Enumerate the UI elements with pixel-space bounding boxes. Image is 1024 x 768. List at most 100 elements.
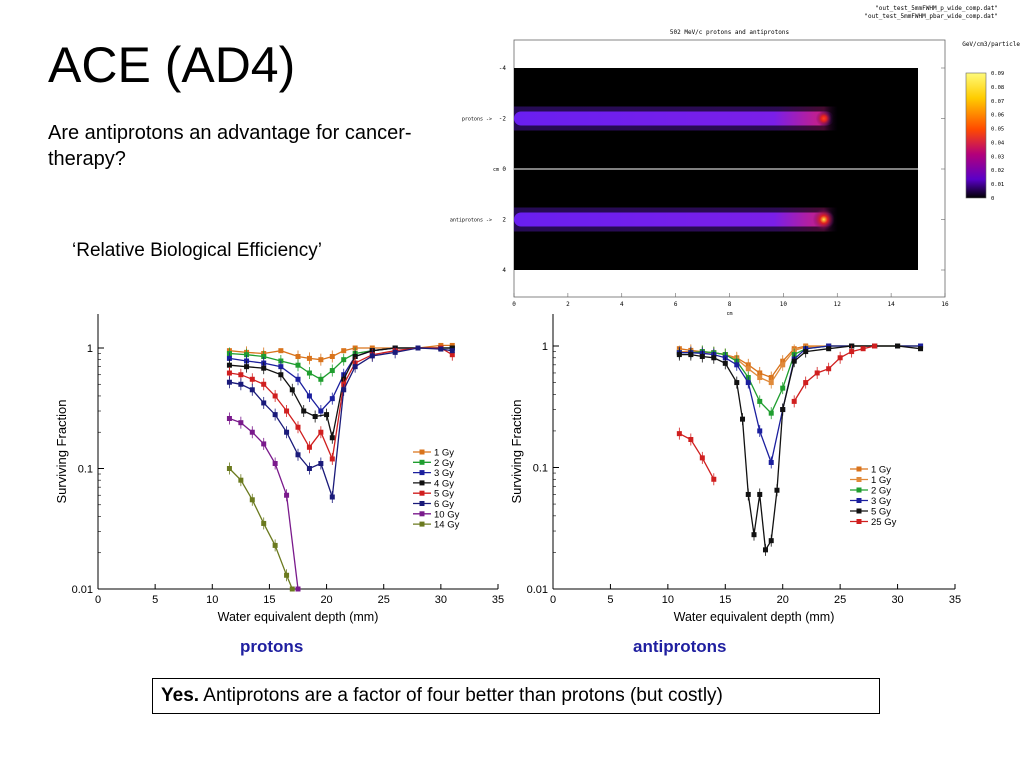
x-axis-label: Water equivalent depth (mm) — [674, 610, 835, 624]
heatmap-xtick-label: 0 — [512, 301, 516, 308]
legend-label: 3 Gy — [434, 468, 454, 479]
data-point — [318, 376, 324, 382]
data-point — [699, 353, 705, 359]
slide-subtitle: Are antiprotons an advantage for cancer-… — [48, 122, 412, 170]
data-point — [757, 375, 763, 381]
data-point — [306, 444, 312, 450]
heatmap-file-label: "out_test_5mmFWHM_p_wide_comp.dat" — [875, 5, 998, 12]
data-point — [762, 547, 768, 553]
y-tick-label: 0.1 — [78, 464, 93, 476]
caption-antiprotons: antiprotons — [633, 637, 727, 656]
colorbar-tick-label: 0.08 — [991, 85, 1004, 91]
x-tick-label: 0 — [550, 594, 556, 606]
heatmap-file-label: "out_test_5mmFWHM_pbar_wide_comp.dat" — [864, 13, 998, 20]
data-point — [238, 477, 244, 483]
series-line — [679, 433, 715, 480]
data-point — [295, 362, 301, 368]
data-point — [699, 455, 705, 461]
data-point — [306, 466, 312, 471]
data-point — [768, 459, 774, 465]
data-point — [803, 349, 809, 355]
legend-swatch-marker — [419, 470, 425, 476]
data-point — [295, 452, 301, 458]
y-tick-label: 0.01 — [72, 584, 93, 596]
data-point — [688, 352, 694, 358]
y-tick-label: 0.01 — [527, 584, 548, 596]
data-point — [814, 370, 820, 376]
data-point — [711, 355, 717, 361]
y-tick-label: 0.1 — [533, 463, 548, 475]
data-point — [238, 372, 244, 378]
x-tick-label: 30 — [891, 594, 903, 606]
dose-heatmap: "out_test_5mmFWHM_p_wide_comp.dat""out_t… — [450, 5, 1021, 317]
heatmap-xtick-label: 4 — [620, 301, 624, 308]
data-point — [329, 368, 335, 374]
data-point — [392, 349, 398, 355]
data-point — [369, 345, 375, 351]
heatmap-title: 502 MeV/c protons and antiprotons — [670, 29, 790, 36]
legend-swatch-marker — [419, 521, 425, 527]
answer-text: Antiprotons are a factor of four better … — [199, 685, 723, 706]
data-point — [774, 487, 780, 493]
data-point — [272, 542, 278, 548]
legend-swatch-marker — [856, 466, 862, 472]
caption-protons: protons — [240, 637, 304, 656]
legend-swatch-marker — [419, 490, 425, 496]
x-tick-label: 25 — [834, 594, 846, 606]
data-point — [740, 416, 746, 422]
data-point — [244, 364, 250, 370]
data-point — [261, 441, 267, 447]
data-point — [295, 354, 301, 360]
data-point — [306, 355, 312, 361]
data-point — [278, 372, 284, 378]
data-point — [449, 348, 455, 354]
heatmap-ytick-label: 4 — [502, 267, 506, 274]
data-point — [791, 358, 797, 364]
legend-swatch-marker — [419, 501, 425, 506]
beam-protons — [514, 111, 834, 126]
legend-label: 2 Gy — [871, 486, 891, 497]
x-tick-label: 5 — [607, 594, 613, 606]
data-point — [352, 354, 358, 360]
legend-label: 10 Gy — [434, 509, 460, 520]
data-point — [918, 346, 924, 352]
y-tick-label: 1 — [87, 343, 93, 355]
data-point — [768, 538, 774, 544]
data-point — [415, 345, 421, 351]
rbe-label: ‘Relative Biological Efficiency’ — [72, 240, 322, 261]
y-axis-label: Surviving Fraction — [54, 399, 69, 503]
data-point — [301, 408, 307, 414]
x-tick-label: 0 — [95, 594, 101, 606]
data-point — [757, 428, 763, 434]
data-point — [249, 497, 255, 503]
data-point — [872, 343, 878, 349]
legend-swatch-marker — [856, 508, 862, 514]
heatmap-xtick-label: 12 — [834, 301, 842, 308]
data-point — [676, 352, 682, 358]
heatmap-xtick-label: 10 — [780, 301, 788, 308]
x-tick-label: 15 — [719, 594, 731, 606]
heatmap-xtick-label: 6 — [674, 301, 678, 308]
colorbar-tick-label: 0.06 — [991, 113, 1004, 119]
x-tick-label: 25 — [378, 594, 390, 606]
legend-swatch-marker — [856, 477, 862, 482]
data-point — [306, 393, 312, 399]
data-point — [272, 412, 278, 418]
data-point — [295, 376, 301, 382]
data-point — [249, 376, 255, 382]
data-point — [722, 360, 728, 366]
data-point — [226, 379, 232, 385]
data-point — [312, 414, 318, 420]
data-point — [826, 346, 832, 352]
y-axis-label: Surviving Fraction — [509, 399, 524, 503]
x-tick-label: 10 — [206, 594, 218, 606]
data-point — [329, 494, 335, 500]
y-tick-label: 1 — [542, 341, 548, 353]
data-point — [860, 346, 866, 352]
x-tick-label: 20 — [777, 594, 789, 606]
beam-peak-antiprotons — [812, 208, 835, 231]
data-point — [803, 380, 809, 386]
heatmap-xtick-label: 2 — [566, 301, 570, 308]
data-point — [226, 362, 232, 368]
